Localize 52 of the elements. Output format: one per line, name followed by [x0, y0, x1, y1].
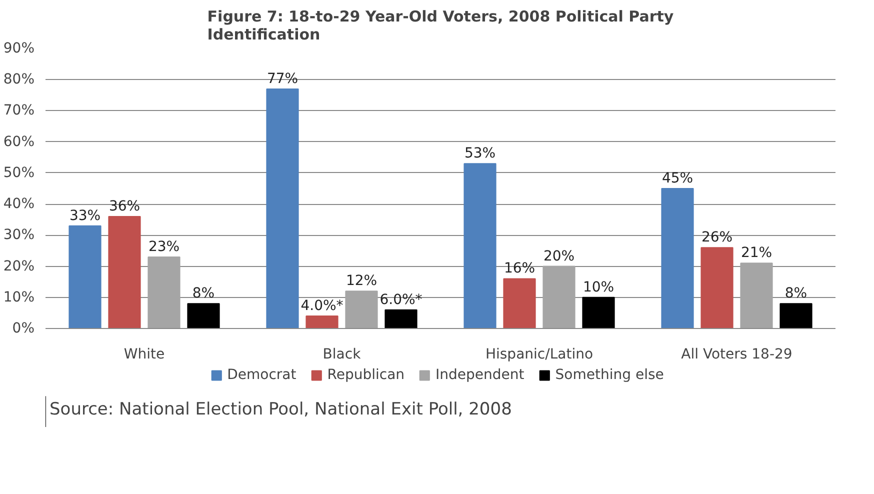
data-label: 53% [464, 146, 496, 162]
bar [68, 225, 102, 328]
y-tick-label: 60% [3, 134, 35, 150]
data-label: 16% [504, 260, 536, 277]
x-tick-label: White [124, 346, 165, 362]
bar [187, 303, 220, 328]
data-label: 45% [662, 170, 694, 186]
x-tick-label: Black [322, 346, 362, 362]
bar [306, 316, 338, 328]
bar [384, 309, 418, 328]
legend-label: Republican [327, 367, 405, 383]
bar [464, 163, 496, 328]
bar [503, 278, 536, 328]
data-label: 21% [740, 245, 772, 262]
data-label: 20% [543, 248, 575, 264]
data-label: 23% [148, 238, 180, 255]
y-tick-label: 10% [3, 289, 35, 306]
data-label: 33% [69, 208, 101, 224]
bar [740, 262, 773, 328]
bar [266, 88, 299, 328]
bar [542, 266, 576, 328]
bar [582, 296, 615, 328]
y-tick-label: 90% [3, 40, 35, 56]
bar [108, 216, 141, 328]
legend-label: Independent [436, 367, 524, 383]
y-tick-label: 70% [3, 102, 35, 119]
y-tick-label: 50% [3, 164, 35, 181]
data-label: 77% [266, 70, 298, 87]
source-note: Source: National Election Pool, National Exit Poll, 2008 [50, 400, 512, 420]
y-tick-label: 0% [12, 320, 35, 336]
data-label: 26% [701, 230, 733, 246]
bar [700, 247, 734, 328]
data-label: 12% [346, 273, 378, 290]
data-label: 8% [784, 286, 808, 302]
bar [661, 188, 694, 328]
bar [780, 303, 812, 328]
bar [148, 256, 180, 328]
data-label: 10% [582, 279, 614, 296]
x-tick-label: Hispanic/Latino [485, 346, 594, 362]
bar [345, 290, 378, 328]
x-tick-label: All Voters 18-29 [681, 346, 792, 362]
y-tick-label: 80% [3, 72, 35, 88]
data-label: 4.0%* [300, 298, 344, 314]
legend-label: Something else [555, 367, 664, 383]
y-tick-label: 20% [3, 258, 35, 274]
y-tick-label: 40% [3, 196, 35, 212]
legend-label: Democrat [227, 367, 296, 383]
y-tick-label: 30% [3, 227, 35, 244]
chart-title: Figure 7: 18-to-29 Year-Old Voters, 2008 Political Party Identification [207, 8, 674, 44]
data-label: 6.0%* [380, 292, 422, 308]
data-label: 36% [108, 198, 140, 214]
data-label: 8% [192, 286, 215, 302]
